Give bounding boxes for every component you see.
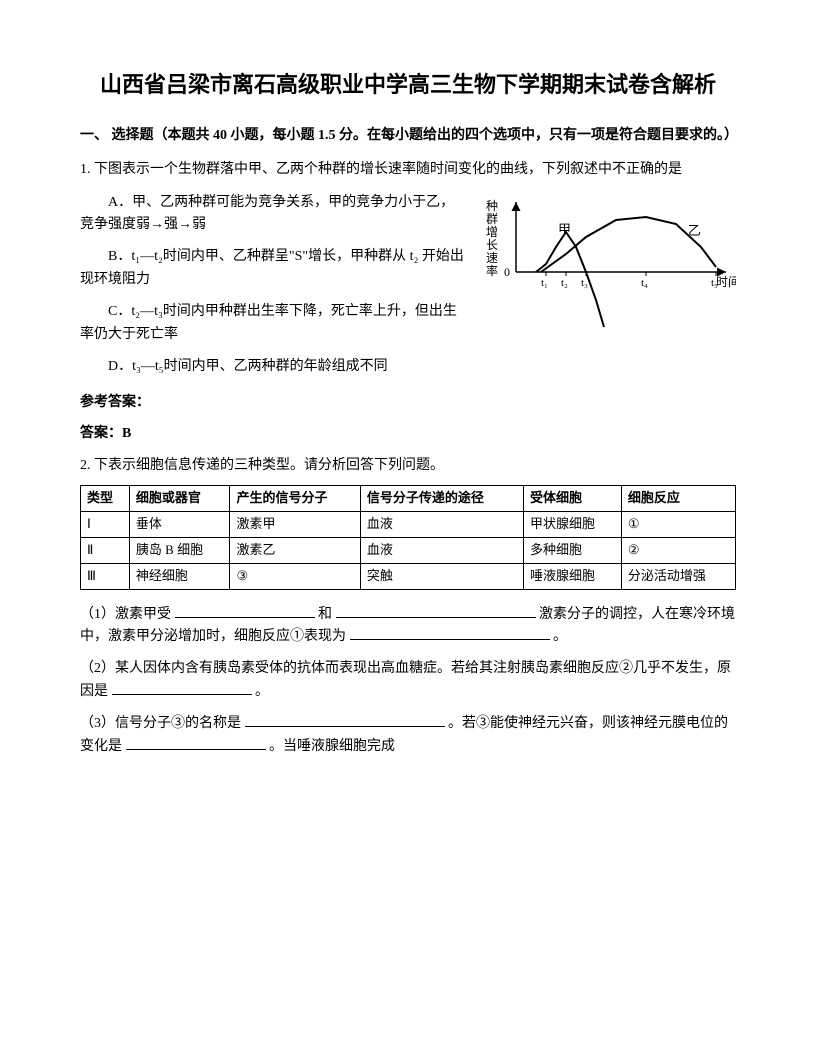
table-cell: 激素甲 [230,512,360,538]
table-header: 类型 [81,486,130,512]
question-1: 1. 下图表示一个生物群落中甲、乙两个种群的增长速率随时间变化的曲线，下列叙述中… [80,159,736,378]
q1-answer: 答案：B [80,423,736,445]
svg-text:0: 0 [504,265,510,279]
svg-text:t₄: t₄ [641,277,648,289]
q2-table: 类型细胞或器官产生的信号分子信号分子传递的途径受体细胞细胞反应 Ⅰ垂体激素甲血液… [80,485,736,589]
blank-field[interactable] [112,681,252,695]
table-cell: 神经细胞 [129,563,230,589]
table-cell: 胰岛 B 细胞 [129,538,230,564]
table-cell: 垂体 [129,512,230,538]
section-1-header: 一、 选择题（本题共 40 小题，每小题 1.5 分。在每小题给出的四个选项中，… [80,125,736,147]
blank-field[interactable] [245,713,445,727]
table-cell: 血液 [360,538,523,564]
svg-text:长: 长 [486,238,498,252]
svg-text:率: 率 [486,263,498,278]
q1-answer-ref: 参考答案： [80,392,736,414]
table-cell: 激素乙 [230,538,360,564]
table-cell: 甲状腺细胞 [523,512,621,538]
svg-text:速: 速 [486,251,498,265]
q2-sub2-text-b: 。 [255,684,269,699]
table-cell: 分泌活动增强 [621,563,735,589]
table-cell: 血液 [360,512,523,538]
table-cell: 突触 [360,563,523,589]
q2-sub1-text-b: 和 [318,607,332,622]
table-cell: Ⅱ [81,538,130,564]
q2-sub1-text-a: （1）激素甲受 [80,607,171,622]
svg-text:t₂: t₂ [561,277,568,289]
blank-field[interactable] [336,604,536,618]
blank-field[interactable] [350,626,550,640]
q2-sub3-text-c: 。当唾液腺细胞完成 [269,739,395,754]
svg-text:t₁: t₁ [541,277,548,289]
q1-options: A．甲、乙两种群可能为竞争关系，甲的竞争力小于乙，竞争强度弱→强→弱 B．t₁—… [80,192,464,356]
svg-text:增: 增 [486,225,498,239]
q2-sub1-text-d: 。 [553,629,567,644]
table-header: 细胞或器官 [129,486,230,512]
svg-text:群: 群 [486,212,498,226]
q2-sub2: （2）某人因体内含有胰岛素受体的抗体而表现出高血糖症。若给其注射胰岛素细胞反应②… [80,658,736,703]
q1-stem: 1. 下图表示一个生物群落中甲、乙两个种群的增长速率随时间变化的曲线，下列叙述中… [80,159,736,181]
blank-field[interactable] [126,736,266,750]
svg-text:t₅: t₅ [711,277,718,289]
table-cell: ② [621,538,735,564]
svg-text:时间: 时间 [716,275,736,289]
svg-text:甲: 甲 [558,222,571,237]
table-cell: Ⅰ [81,512,130,538]
blank-field[interactable] [175,604,315,618]
table-header: 细胞反应 [621,486,735,512]
q2-stem: 2. 下表示细胞信息传递的三种类型。请分析回答下列问题。 [80,455,736,477]
table-cell: 多种细胞 [523,538,621,564]
table-row: Ⅲ神经细胞③突触唾液腺细胞分泌活动增强 [81,563,736,589]
table-row: Ⅱ胰岛 B 细胞激素乙血液多种细胞② [81,538,736,564]
q2-sub3: （3）信号分子③的名称是 。若③能使神经元兴奋，则该神经元膜电位的变化是 。当唾… [80,713,736,758]
table-cell: ③ [230,563,360,589]
q1-option-c: C．t₂—t₃时间内甲种群出生率下降，死亡率上升，但出生率仍大于死亡率 [80,301,464,346]
table-row: Ⅰ垂体激素甲血液甲状腺细胞① [81,512,736,538]
table-header: 受体细胞 [523,486,621,512]
q2-sub1: （1）激素甲受 和 激素分子的调控，人在寒冷环境中，激素甲分泌增加时，细胞反应①… [80,604,736,649]
page-title: 山西省吕梁市离石高级职业中学高三生物下学期期末试卷含解析 [80,70,736,101]
q1-option-b: B．t₁—t₂时间内甲、乙种群呈"S"增长，甲种群从 t₂ 开始出现环境阻力 [80,246,464,291]
q2-sub3-text-a: （3）信号分子③的名称是 [80,716,241,731]
q1-option-a: A．甲、乙两种群可能为竞争关系，甲的竞争力小于乙，竞争强度弱→强→弱 [80,192,464,237]
svg-text:种: 种 [486,199,498,213]
table-cell: 唾液腺细胞 [523,563,621,589]
q1-chart: 种群增长速率时间 0 t₁ t₂ t₃ t₄ t₅ 甲 乙 [476,192,736,332]
table-header: 信号分子传递的途径 [360,486,523,512]
table-cell: Ⅲ [81,563,130,589]
table-header: 产生的信号分子 [230,486,360,512]
table-cell: ① [621,512,735,538]
q1-option-d: D．t₃—t₅时间内甲、乙两种群的年龄组成不同 [108,356,736,378]
svg-text:乙: 乙 [688,223,701,238]
svg-text:t₃: t₃ [581,277,588,289]
